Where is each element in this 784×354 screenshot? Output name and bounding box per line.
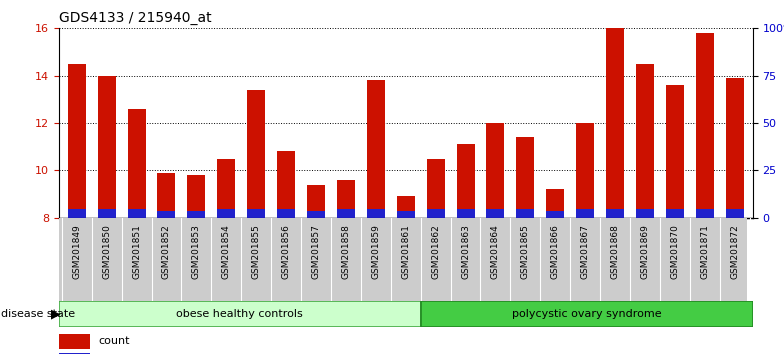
Bar <box>486 210 504 218</box>
Bar <box>67 64 85 218</box>
Bar <box>67 209 85 218</box>
Bar <box>277 210 295 218</box>
Bar <box>397 196 415 218</box>
Bar <box>421 301 753 327</box>
Bar <box>247 90 265 218</box>
Bar <box>517 137 535 218</box>
Bar <box>337 180 355 218</box>
Bar <box>98 209 115 218</box>
Bar <box>426 209 445 218</box>
Bar <box>98 76 115 218</box>
Text: GSM201864: GSM201864 <box>491 224 500 279</box>
Text: GSM201867: GSM201867 <box>581 224 590 279</box>
Text: disease state: disease state <box>1 309 75 319</box>
Bar <box>367 209 385 218</box>
Bar <box>158 211 176 218</box>
Bar <box>726 78 744 218</box>
Bar <box>636 209 654 218</box>
Text: GSM201857: GSM201857 <box>311 224 321 279</box>
Text: GSM201869: GSM201869 <box>641 224 649 279</box>
Bar <box>486 123 504 218</box>
Text: polycystic ovary syndrome: polycystic ovary syndrome <box>512 309 662 319</box>
Bar <box>158 173 176 218</box>
Bar <box>666 85 684 218</box>
Bar <box>59 353 90 354</box>
Bar <box>606 28 624 218</box>
Bar <box>128 209 146 218</box>
Text: ▶: ▶ <box>51 308 60 321</box>
Bar <box>277 152 295 218</box>
Bar <box>59 301 421 327</box>
Text: GSM201862: GSM201862 <box>431 224 440 279</box>
Text: GSM201855: GSM201855 <box>252 224 261 279</box>
Bar <box>606 209 624 218</box>
Bar <box>456 144 474 218</box>
Bar <box>696 209 713 218</box>
Bar <box>546 211 564 218</box>
Bar <box>217 209 235 218</box>
Bar <box>666 209 684 218</box>
Bar <box>187 175 205 218</box>
Text: GSM201861: GSM201861 <box>401 224 410 279</box>
Text: GSM201859: GSM201859 <box>372 224 380 279</box>
Text: GSM201852: GSM201852 <box>162 224 171 279</box>
Bar <box>307 211 325 218</box>
Bar <box>397 211 415 218</box>
Text: GSM201849: GSM201849 <box>72 224 82 279</box>
Bar <box>337 209 355 218</box>
Bar <box>128 109 146 218</box>
Text: GSM201865: GSM201865 <box>521 224 530 279</box>
Text: GSM201866: GSM201866 <box>550 224 560 279</box>
Text: GSM201850: GSM201850 <box>102 224 111 279</box>
Text: count: count <box>98 336 129 346</box>
Bar <box>217 159 235 218</box>
Text: GSM201868: GSM201868 <box>611 224 619 279</box>
Bar <box>59 334 90 348</box>
Bar <box>367 80 385 218</box>
Bar <box>187 211 205 218</box>
Text: obese healthy controls: obese healthy controls <box>176 309 303 319</box>
Bar <box>517 210 535 218</box>
Text: GSM201863: GSM201863 <box>461 224 470 279</box>
Text: GSM201871: GSM201871 <box>700 224 710 279</box>
Bar <box>576 123 594 218</box>
Bar <box>307 184 325 218</box>
Bar <box>546 189 564 218</box>
Text: GDS4133 / 215940_at: GDS4133 / 215940_at <box>59 11 212 25</box>
Text: GSM201872: GSM201872 <box>730 224 739 279</box>
Text: GSM201870: GSM201870 <box>670 224 680 279</box>
Bar <box>247 210 265 218</box>
Bar <box>426 159 445 218</box>
Text: GSM201851: GSM201851 <box>132 224 141 279</box>
Bar <box>576 209 594 218</box>
Bar <box>696 33 713 218</box>
Text: GSM201853: GSM201853 <box>192 224 201 279</box>
Bar <box>636 64 654 218</box>
Text: GSM201854: GSM201854 <box>222 224 230 279</box>
Bar <box>726 209 744 218</box>
Text: GSM201856: GSM201856 <box>281 224 291 279</box>
Text: GSM201858: GSM201858 <box>341 224 350 279</box>
Bar <box>456 209 474 218</box>
